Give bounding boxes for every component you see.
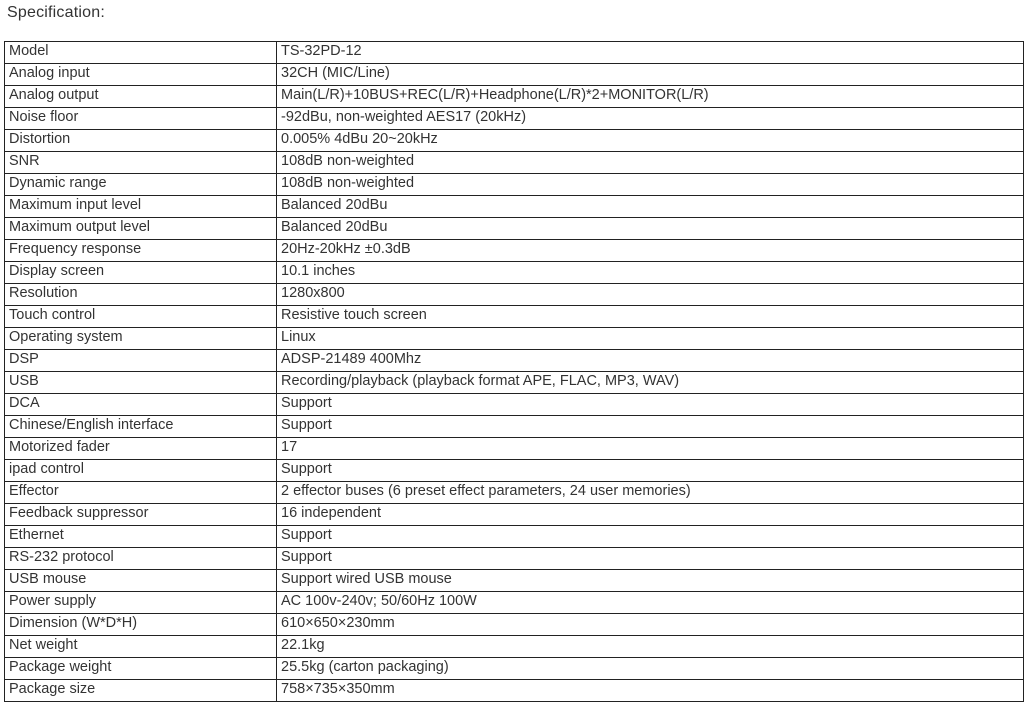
table-row: Dimension (W*D*H) 610×650×230mm bbox=[4, 613, 1024, 636]
spec-label: DCA bbox=[4, 393, 277, 416]
table-row: Model TS-32PD-12 bbox=[4, 41, 1024, 64]
spec-label: Package weight bbox=[4, 657, 277, 680]
table-row: Package size 758×735×350mm bbox=[4, 679, 1024, 702]
table-row: Power supply AC 100v-240v; 50/60Hz 100W bbox=[4, 591, 1024, 614]
table-row: Dynamic range 108dB non-weighted bbox=[4, 173, 1024, 196]
table-row: Display screen 10.1 inches bbox=[4, 261, 1024, 284]
spec-value: -92dBu, non-weighted AES17 (20kHz) bbox=[276, 107, 1024, 130]
table-row: Maximum output level Balanced 20dBu bbox=[4, 217, 1024, 240]
table-row: SNR 108dB non-weighted bbox=[4, 151, 1024, 174]
spec-label: Maximum output level bbox=[4, 217, 277, 240]
spec-value: 25.5kg (carton packaging) bbox=[276, 657, 1024, 680]
spec-label: Touch control bbox=[4, 305, 277, 328]
spec-value: Support bbox=[276, 459, 1024, 482]
spec-value: 20Hz-20kHz ±0.3dB bbox=[276, 239, 1024, 262]
spec-label: RS-232 protocol bbox=[4, 547, 277, 570]
spec-label: Distortion bbox=[4, 129, 277, 152]
spec-label: Package size bbox=[4, 679, 277, 702]
spec-label: Analog input bbox=[4, 63, 277, 86]
spec-value: 16 independent bbox=[276, 503, 1024, 526]
spec-value: 17 bbox=[276, 437, 1024, 460]
spec-label: Effector bbox=[4, 481, 277, 504]
table-row: Touch control Resistive touch screen bbox=[4, 305, 1024, 328]
spec-label: Display screen bbox=[4, 261, 277, 284]
spec-value: 22.1kg bbox=[276, 635, 1024, 658]
spec-value: AC 100v-240v; 50/60Hz 100W bbox=[276, 591, 1024, 614]
spec-label: USB bbox=[4, 371, 277, 394]
spec-label: Model bbox=[4, 41, 277, 64]
table-row: Frequency response 20Hz-20kHz ±0.3dB bbox=[4, 239, 1024, 262]
spec-value: 1280x800 bbox=[276, 283, 1024, 306]
spec-value: 610×650×230mm bbox=[276, 613, 1024, 636]
table-row: Feedback suppressor 16 independent bbox=[4, 503, 1024, 526]
table-row: Motorized fader 17 bbox=[4, 437, 1024, 460]
spec-value: 108dB non-weighted bbox=[276, 173, 1024, 196]
spec-label: Noise floor bbox=[4, 107, 277, 130]
spec-label: Operating system bbox=[4, 327, 277, 350]
spec-label: Feedback suppressor bbox=[4, 503, 277, 526]
spec-value: ADSP-21489 400Mhz bbox=[276, 349, 1024, 372]
spec-value: Recording/playback (playback format APE,… bbox=[276, 371, 1024, 394]
spec-value: Resistive touch screen bbox=[276, 305, 1024, 328]
table-row: Analog input 32CH (MIC/Line) bbox=[4, 63, 1024, 86]
table-row: Noise floor -92dBu, non-weighted AES17 (2… bbox=[4, 107, 1024, 130]
spec-value: Support wired USB mouse bbox=[276, 569, 1024, 592]
spec-value: Support bbox=[276, 547, 1024, 570]
table-row: RS-232 protocol Support bbox=[4, 547, 1024, 570]
table-row: ipad control Support bbox=[4, 459, 1024, 482]
spec-label: SNR bbox=[4, 151, 277, 174]
spec-label: ipad control bbox=[4, 459, 277, 482]
table-row: Analog output Main(L/R)+10BUS+REC(L/R)+He… bbox=[4, 85, 1024, 108]
spec-label: Ethernet bbox=[4, 525, 277, 548]
spec-label: Maximum input level bbox=[4, 195, 277, 218]
spec-label: Power supply bbox=[4, 591, 277, 614]
spec-value: 0.005% 4dBu 20~20kHz bbox=[276, 129, 1024, 152]
spec-value: 2 effector buses (6 preset effect parame… bbox=[276, 481, 1024, 504]
spec-value: Balanced 20dBu bbox=[276, 217, 1024, 240]
spec-label: Resolution bbox=[4, 283, 277, 306]
table-row: Resolution 1280x800 bbox=[4, 283, 1024, 306]
table-row: Chinese/English interface Support bbox=[4, 415, 1024, 438]
spec-label: Dimension (W*D*H) bbox=[4, 613, 277, 636]
spec-value: Support bbox=[276, 415, 1024, 438]
spec-label: Motorized fader bbox=[4, 437, 277, 460]
table-row: USB Recording/playback (playback format A… bbox=[4, 371, 1024, 394]
table-row: Package weight 25.5kg (carton packaging) bbox=[4, 657, 1024, 680]
table-row: USB mouse Support wired USB mouse bbox=[4, 569, 1024, 592]
table-row: DCA Support bbox=[4, 393, 1024, 416]
page-title: Specification: bbox=[7, 4, 105, 21]
spec-value: 758×735×350mm bbox=[276, 679, 1024, 702]
spec-value: Linux bbox=[276, 327, 1024, 350]
spec-label: Analog output bbox=[4, 85, 277, 108]
spec-value: TS-32PD-12 bbox=[276, 41, 1024, 64]
table-row: Distortion 0.005% 4dBu 20~20kHz bbox=[4, 129, 1024, 152]
spec-label: Chinese/English interface bbox=[4, 415, 277, 438]
table-row: Ethernet Support bbox=[4, 525, 1024, 548]
spec-value: 32CH (MIC/Line) bbox=[276, 63, 1024, 86]
table-row: DSP ADSP-21489 400Mhz bbox=[4, 349, 1024, 372]
spec-label: DSP bbox=[4, 349, 277, 372]
spec-value: 108dB non-weighted bbox=[276, 151, 1024, 174]
specification-table-body: Model TS-32PD-12 Analog input 32CH (MIC/Lin… bbox=[4, 41, 1024, 702]
table-row: Effector 2 effector buses (6 preset effec… bbox=[4, 481, 1024, 504]
spec-label: Frequency response bbox=[4, 239, 277, 262]
table-row: Maximum input level Balanced 20dBu bbox=[4, 195, 1024, 218]
table-row: Operating system Linux bbox=[4, 327, 1024, 350]
spec-label: USB mouse bbox=[4, 569, 277, 592]
spec-label: Net weight bbox=[4, 635, 277, 658]
specification-table: Model TS-32PD-12 Analog input 32CH (MIC/Lin… bbox=[4, 41, 1024, 702]
spec-value: Support bbox=[276, 525, 1024, 548]
spec-value: Balanced 20dBu bbox=[276, 195, 1024, 218]
spec-value: Support bbox=[276, 393, 1024, 416]
spec-value: 10.1 inches bbox=[276, 261, 1024, 284]
spec-label: Dynamic range bbox=[4, 173, 277, 196]
table-row: Net weight 22.1kg bbox=[4, 635, 1024, 658]
spec-value: Main(L/R)+10BUS+REC(L/R)+Headphone(L/R)*… bbox=[276, 85, 1024, 108]
